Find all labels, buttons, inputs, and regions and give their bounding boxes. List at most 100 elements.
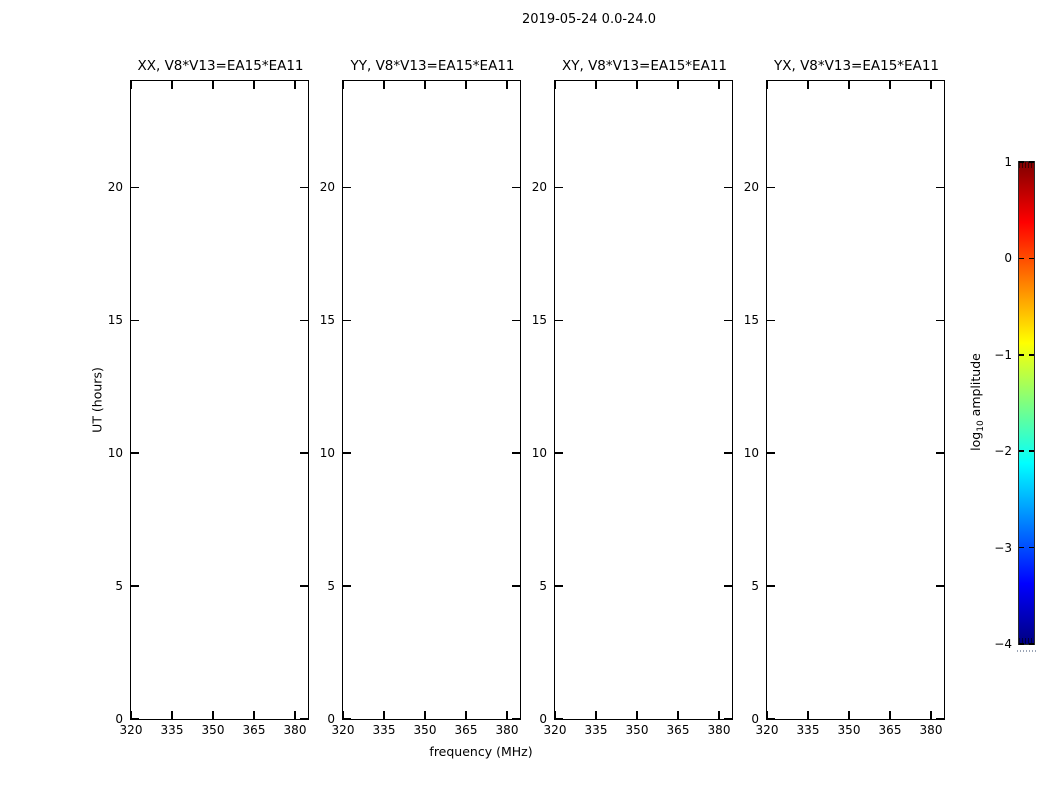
x-tick-label: 320 [755, 723, 779, 737]
y-tick-right [512, 319, 520, 321]
x-tick-bottom [342, 711, 344, 719]
x-tick-label: 350 [837, 723, 861, 737]
x-tick-bottom [130, 711, 132, 719]
x-tick-top [294, 81, 296, 89]
y-tick-right [300, 186, 308, 189]
colorbar-tick-label: −2 [994, 444, 1012, 459]
x-tick-label: 380 [919, 723, 943, 737]
y-tick-right [512, 452, 520, 454]
x-tick-bottom [465, 711, 467, 719]
y-tick-left [767, 186, 775, 189]
y-tick-left [767, 452, 775, 454]
x-tick-bottom [889, 711, 891, 719]
y-tick-right [300, 452, 308, 454]
y-tick-left [131, 452, 139, 454]
x-tick-label: 350 [413, 723, 437, 737]
y-tick-left [131, 718, 139, 720]
y-tick-label: 10 [743, 446, 759, 461]
y-tick-label: 5 [751, 579, 759, 594]
y-tick-label: 10 [107, 446, 123, 461]
y-tick-label: 20 [107, 180, 123, 195]
colorbar-tick-left [1019, 643, 1024, 645]
x-tick-bottom [848, 711, 850, 719]
y-tick-left [131, 585, 139, 587]
panel-xx: XX, V8*V13=EA15*EA11 320 335 350 365 380 0 5 10… [108, 58, 311, 737]
y-tick-right [936, 718, 944, 720]
x-tick-label: 320 [119, 723, 143, 737]
x-tick-label: 320 [331, 723, 355, 737]
panel-title-xx: XX, V8*V13=EA15*EA11 [137, 58, 304, 74]
plot-area-yy: 320 335 350 365 380 0 5 10 15 20 [320, 80, 521, 737]
x-tick-label: 335 [584, 723, 608, 737]
figure-title: 2019-05-24 0.0-24.0 [522, 12, 656, 27]
colorbar-tick-label: 1 [1004, 155, 1012, 169]
colorbar-underflow-dots [1017, 650, 1036, 652]
y-tick-right [512, 186, 520, 189]
colorbar-label: log10 amplitude [968, 353, 986, 451]
colorbar-tick-right [1029, 257, 1034, 260]
colorbar-tick-label: −3 [994, 540, 1012, 555]
colorbar-label-subscript: 10 [976, 420, 986, 432]
panel-title-yx: YX, V8*V13=EA15*EA11 [773, 58, 940, 74]
x-tick-label: 350 [625, 723, 649, 737]
panel-title-yy: YY, V8*V13=EA15*EA11 [350, 58, 515, 74]
x-tick-top [171, 81, 173, 89]
x-tick-bottom [807, 711, 809, 719]
colorbar-tick-right [1029, 354, 1034, 356]
y-tick-right [724, 585, 732, 587]
x-tick-bottom [506, 711, 508, 719]
x-tick-top [889, 81, 891, 89]
colorbar-tick-label: 0 [1004, 251, 1012, 266]
x-tick-bottom [253, 711, 255, 719]
y-tick-right [724, 718, 732, 720]
y-tick-left [767, 718, 775, 720]
colorbar-tick-right [1029, 450, 1034, 452]
x-tick-label: 365 [666, 723, 690, 737]
x-tick-top [554, 81, 556, 89]
y-tick-right [512, 585, 520, 587]
y-tick-right [300, 718, 308, 720]
x-tick-bottom [930, 711, 932, 719]
y-tick-left [343, 186, 351, 189]
y-tick-left [555, 319, 563, 321]
plot-area-yx: 320 335 350 365 380 0 5 10 15 20 [744, 80, 945, 737]
y-tick-label: 20 [531, 180, 547, 195]
x-tick-bottom [383, 711, 385, 719]
y-tick-label: 20 [319, 180, 335, 195]
y-tick-label: 5 [115, 579, 123, 594]
y-tick-label: 0 [327, 712, 335, 726]
y-tick-left [555, 718, 563, 720]
x-tick-label: 320 [543, 723, 567, 737]
x-tick-top [595, 81, 597, 89]
panel-title-xy: XY, V8*V13=EA15*EA11 [561, 58, 728, 74]
y-tick-right [512, 718, 520, 720]
x-tick-top [212, 81, 214, 89]
x-tick-bottom [636, 711, 638, 719]
plot-area-xx: 320 335 350 365 380 0 5 10 15 20 [108, 80, 309, 737]
x-tick-top [383, 81, 385, 89]
y-tick-label: 0 [115, 712, 123, 726]
y-tick-right [724, 186, 732, 189]
y-tick-label: 0 [539, 712, 547, 726]
plot-area-xy: 320 335 350 365 380 0 5 10 15 20 [532, 80, 733, 737]
y-tick-left [131, 319, 139, 321]
y-tick-left [767, 585, 775, 587]
y-tick-left [555, 452, 563, 454]
x-tick-label: 380 [495, 723, 519, 737]
y-tick-label: 15 [319, 313, 335, 328]
y-tick-right [936, 585, 944, 587]
y-tick-right [936, 452, 944, 454]
colorbar-tick-right [1029, 546, 1034, 549]
y-tick-right [300, 585, 308, 587]
x-tick-top [718, 81, 720, 89]
y-tick-left [343, 585, 351, 587]
colorbar-tick-right [1029, 643, 1034, 645]
x-tick-label: 380 [707, 723, 731, 737]
panel-yy: YY, V8*V13=EA15*EA11 320 335 350 365 380 0 5 10… [320, 58, 523, 737]
y-tick-left [555, 186, 563, 189]
y-tick-label: 5 [539, 579, 547, 594]
colorbar-label-prefix: log [968, 431, 983, 451]
x-tick-bottom [718, 711, 720, 719]
x-tick-top [342, 81, 344, 89]
colorbar-tick-left [1019, 161, 1024, 163]
